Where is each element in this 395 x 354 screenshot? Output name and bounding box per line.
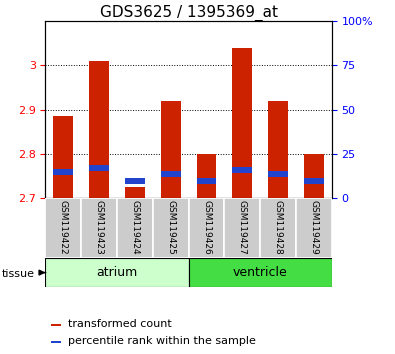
Title: GDS3625 / 1395369_at: GDS3625 / 1395369_at — [100, 5, 278, 21]
Bar — [296, 198, 332, 258]
Text: tissue: tissue — [2, 269, 35, 279]
Bar — [189, 258, 332, 287]
Text: GSM119425: GSM119425 — [166, 200, 175, 255]
Bar — [117, 198, 153, 258]
Text: atrium: atrium — [96, 266, 137, 279]
Bar — [197, 154, 216, 198]
Bar — [125, 187, 145, 198]
Bar — [161, 101, 181, 198]
Text: GSM119422: GSM119422 — [59, 200, 68, 255]
Bar — [161, 171, 181, 177]
Bar — [81, 198, 117, 258]
Bar — [53, 116, 73, 198]
Bar — [45, 258, 189, 287]
Text: transformed count: transformed count — [68, 319, 172, 329]
Text: percentile rank within the sample: percentile rank within the sample — [68, 336, 256, 346]
Bar — [304, 154, 324, 198]
Text: GSM119427: GSM119427 — [238, 200, 247, 255]
Bar — [233, 167, 252, 173]
Bar — [268, 171, 288, 177]
Bar — [197, 178, 216, 184]
Bar — [153, 198, 189, 258]
Text: GSM119428: GSM119428 — [274, 200, 282, 255]
Bar — [45, 198, 81, 258]
Bar — [189, 198, 224, 258]
Bar — [51, 341, 62, 343]
Bar — [260, 198, 296, 258]
Bar — [224, 198, 260, 258]
Bar — [233, 48, 252, 198]
Bar — [304, 178, 324, 184]
Text: GSM119424: GSM119424 — [130, 200, 139, 255]
Bar — [125, 178, 145, 184]
Bar — [89, 61, 109, 198]
Bar — [53, 170, 73, 175]
Bar — [268, 101, 288, 198]
Text: GSM119423: GSM119423 — [95, 200, 103, 255]
Text: ventricle: ventricle — [233, 266, 288, 279]
Bar — [89, 165, 109, 171]
Text: GSM119426: GSM119426 — [202, 200, 211, 255]
Bar — [51, 324, 62, 326]
Text: GSM119429: GSM119429 — [309, 200, 318, 255]
